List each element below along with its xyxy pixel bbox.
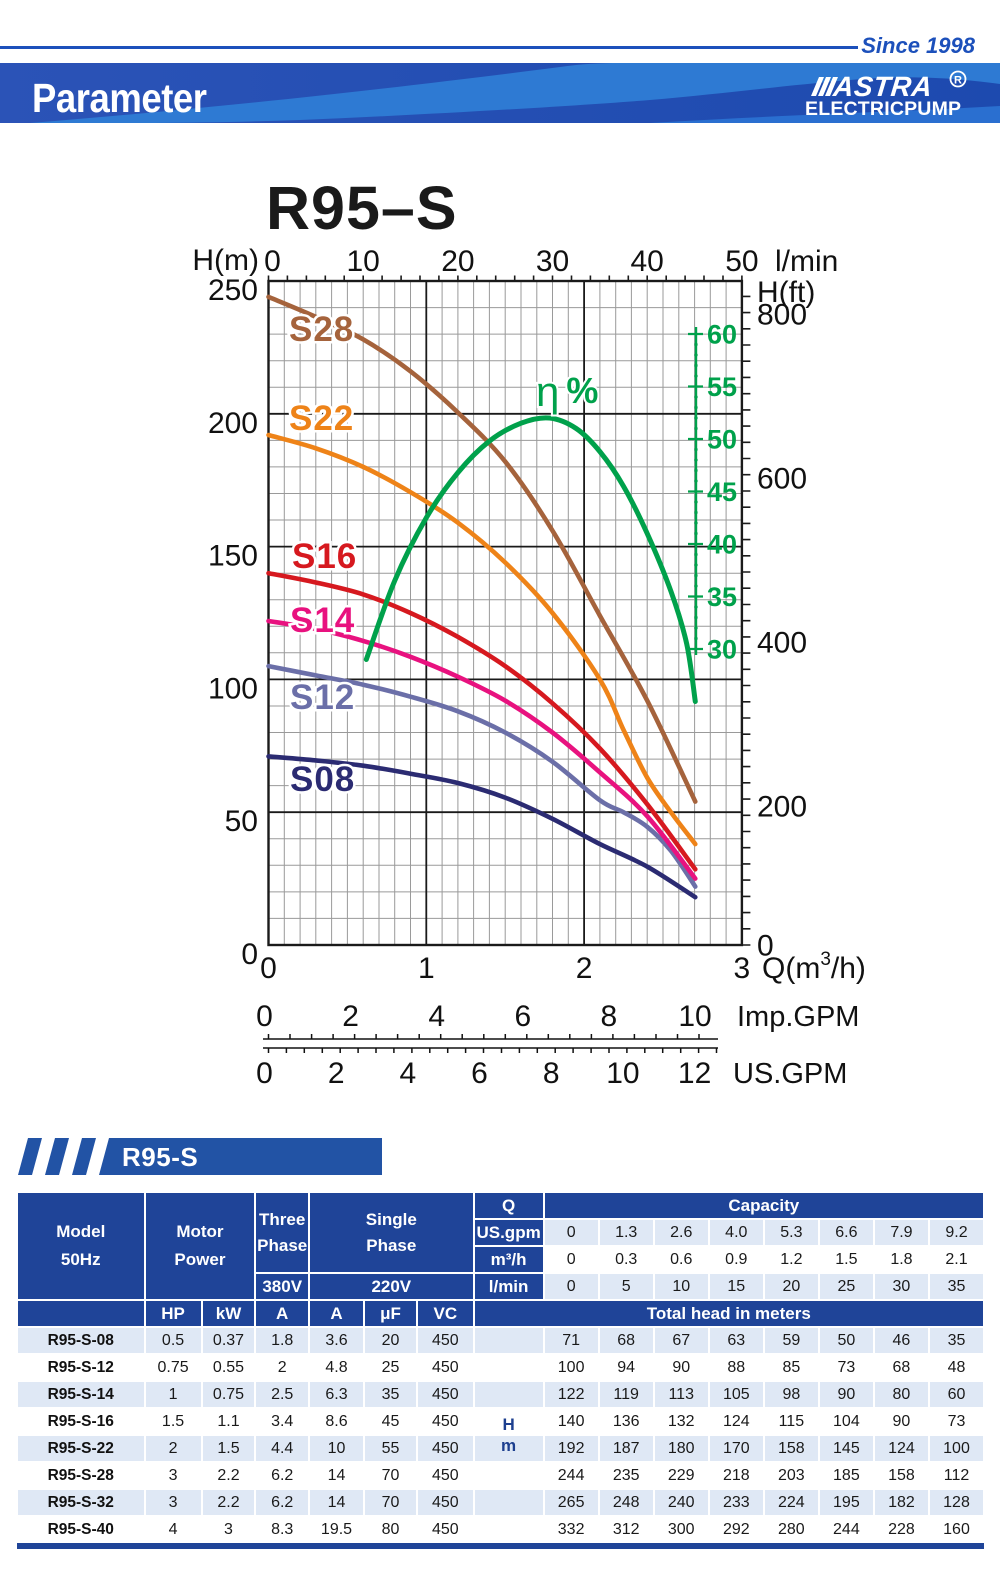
svg-text:S22: S22: [289, 399, 354, 438]
svg-text:60: 60: [707, 320, 737, 350]
svg-text:20: 20: [441, 245, 474, 278]
svg-text:10: 10: [606, 1057, 639, 1090]
svg-text:ELECTRICPUMP: ELECTRICPUMP: [805, 98, 961, 120]
svg-text:10: 10: [678, 1000, 711, 1033]
svg-text:45: 45: [707, 477, 737, 507]
svg-text:l/min: l/min: [775, 245, 838, 278]
svg-text:8: 8: [601, 1000, 618, 1033]
svg-text:200: 200: [208, 407, 258, 440]
svg-text:150: 150: [208, 540, 258, 573]
svg-text:0: 0: [260, 952, 277, 985]
svg-text:0: 0: [256, 1000, 273, 1033]
svg-text:2: 2: [328, 1057, 345, 1090]
svg-text:10: 10: [347, 245, 380, 278]
svg-text:Q(m3/h): Q(m3/h): [762, 949, 866, 985]
svg-text:US.GPM: US.GPM: [733, 1058, 847, 1090]
svg-text:30: 30: [536, 245, 569, 278]
svg-text:S28: S28: [289, 310, 354, 349]
svg-text:250: 250: [208, 274, 258, 307]
svg-text:100: 100: [208, 672, 258, 705]
svg-text:Imp.GPM: Imp.GPM: [737, 1001, 859, 1033]
svg-text:6: 6: [471, 1057, 488, 1090]
svg-text:8: 8: [543, 1057, 560, 1090]
svg-text:50: 50: [725, 245, 758, 278]
svg-text:30: 30: [707, 635, 737, 665]
svg-text:0: 0: [757, 930, 774, 963]
svg-text:6: 6: [514, 1000, 531, 1033]
svg-text:0: 0: [264, 245, 281, 278]
svg-text:0: 0: [241, 938, 258, 971]
svg-text:3: 3: [734, 952, 751, 985]
svg-text:400: 400: [757, 627, 807, 660]
svg-text:40: 40: [631, 245, 664, 278]
svg-text:2: 2: [342, 1000, 359, 1033]
svg-text:12: 12: [678, 1057, 711, 1090]
svg-text:55: 55: [707, 372, 737, 402]
svg-text:R95-S: R95-S: [122, 1142, 198, 1172]
svg-text:50: 50: [707, 425, 737, 455]
svg-text:2: 2: [576, 952, 593, 985]
svg-text:ASTRA: ASTRA: [831, 71, 934, 102]
svg-text:S16: S16: [292, 537, 357, 576]
svg-text:40: 40: [707, 530, 737, 560]
svg-text:1: 1: [418, 952, 435, 985]
svg-text:600: 600: [757, 463, 807, 496]
svg-text:S14: S14: [290, 601, 355, 640]
svg-text:4: 4: [400, 1057, 417, 1090]
svg-text:η%: η%: [536, 368, 598, 415]
svg-text:S12: S12: [290, 678, 355, 717]
svg-text:S08: S08: [290, 760, 355, 799]
svg-text:50: 50: [225, 805, 258, 838]
svg-text:4: 4: [428, 1000, 445, 1033]
svg-text:R: R: [954, 75, 962, 87]
svg-text:0: 0: [256, 1057, 273, 1090]
svg-text:H(m): H(m): [192, 244, 259, 277]
svg-text:H(ft): H(ft): [757, 276, 815, 309]
svg-text:35: 35: [707, 582, 737, 612]
svg-text:200: 200: [757, 791, 807, 824]
svg-text:800: 800: [757, 299, 807, 332]
svg-text:R95–S: R95–S: [266, 174, 458, 242]
